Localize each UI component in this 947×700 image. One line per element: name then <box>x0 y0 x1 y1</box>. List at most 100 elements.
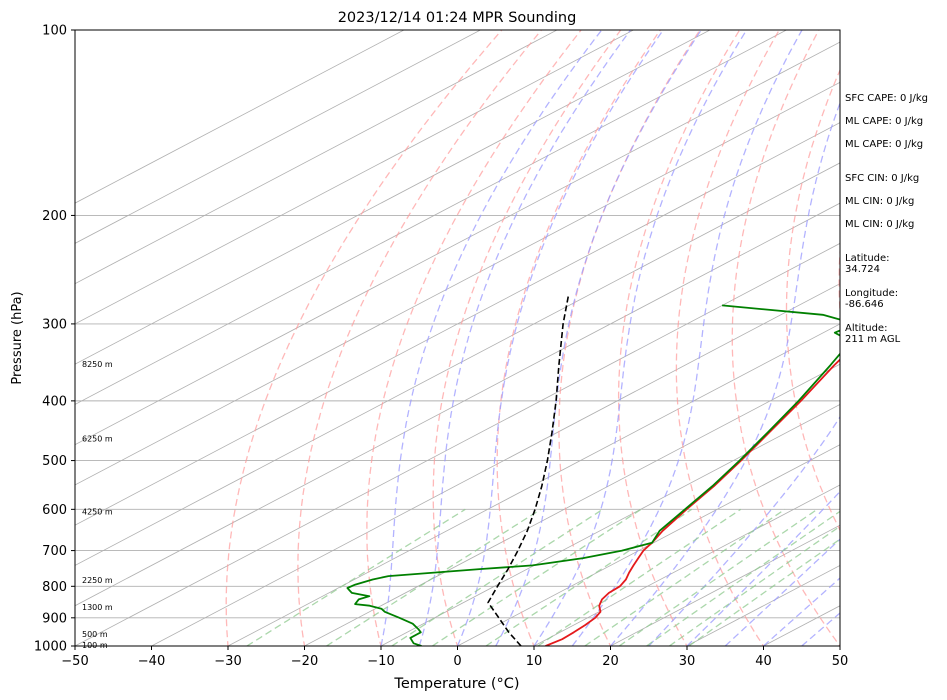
height-label: 8250 m <box>82 360 113 369</box>
x-axis-label: Temperature (°C) <box>393 676 519 692</box>
isotherm-line <box>75 30 635 325</box>
mixing-ratio-line <box>688 538 840 646</box>
x-tick-label: 30 <box>679 654 696 669</box>
y-axis-ticks: 100 200 300 400 500 600 700 800 900 1000 <box>34 24 75 655</box>
mixing-ratio-line <box>432 508 642 646</box>
mixing-ratio-line <box>326 508 542 646</box>
y-tick-label: 700 <box>42 544 67 559</box>
isotherm-line <box>75 41 840 446</box>
altitude-label: Altitude: <box>845 323 888 334</box>
ml-cin-text: ML CIN: 0 J/kg <box>845 196 915 207</box>
parcel-path-line <box>487 295 570 646</box>
dry-adiabat-line <box>940 16 947 659</box>
latitude-label: Latitude: <box>845 253 890 264</box>
isotherm-line <box>686 565 840 646</box>
isotherm-line <box>75 30 711 365</box>
y-tick-label: 600 <box>42 503 67 518</box>
height-label: 2250 m <box>82 576 113 585</box>
x-tick-label: 40 <box>755 654 772 669</box>
moist-adiabat-line <box>648 415 840 646</box>
isotherm-line <box>75 242 840 646</box>
isotherm-line <box>75 162 840 566</box>
x-tick-label: −50 <box>61 654 88 669</box>
isotherm-line <box>150 283 840 646</box>
x-axis-ticks: −50 −40 −30 −20 −10 0 10 20 30 40 50 <box>61 646 848 669</box>
longitude-value: -86.646 <box>845 299 884 310</box>
dry-adiabat-line <box>558 30 701 646</box>
x-tick-label: −30 <box>214 654 241 669</box>
moist-adiabat-line <box>380 30 603 646</box>
isotherm-line <box>75 202 840 607</box>
height-labels: 100 m 500 m 1300 m 2250 m 4250 m 6250 m 8250 m <box>82 360 113 650</box>
x-tick-label: 10 <box>526 654 543 669</box>
x-tick-label: −40 <box>138 654 165 669</box>
dry-adiabat-line <box>675 30 780 646</box>
y-tick-label: 900 <box>42 611 67 626</box>
y-tick-label: 200 <box>42 209 67 224</box>
mixing-ratio-line <box>584 508 786 646</box>
height-label: 6250 m <box>82 434 113 443</box>
moist-adiabat-line <box>533 30 748 646</box>
x-tick-label: 20 <box>602 654 619 669</box>
moist-adiabat-line <box>495 30 702 646</box>
ml-cape-text: ML CAPE: 0 J/kg <box>845 116 924 127</box>
isotherm-line <box>75 30 405 204</box>
isotherm-line <box>75 30 482 244</box>
isotherm-line <box>75 30 788 405</box>
y-tick-label: 1000 <box>34 640 67 655</box>
isotherm-line <box>303 363 840 646</box>
dry-adiabat-line <box>731 30 840 646</box>
x-tick-label: −10 <box>367 654 394 669</box>
y-tick-label: 100 <box>42 24 67 39</box>
y-tick-label: 500 <box>42 454 67 469</box>
height-label: 4250 m <box>82 507 113 516</box>
sfc-cape-text: SFC CAPE: 0 J/kg <box>845 93 928 104</box>
isotherm-line <box>609 524 840 646</box>
x-tick-label: −20 <box>291 654 318 669</box>
dry-adiabat-line <box>496 30 662 646</box>
moist-adiabat-line <box>456 30 664 646</box>
x-tick-label: 0 <box>453 654 461 669</box>
latitude-value: 34.724 <box>845 264 880 275</box>
mixing-ratio-line <box>646 510 840 646</box>
dry-adiabat-line <box>366 30 582 646</box>
mixing-ratio-line <box>669 525 840 646</box>
height-label: 1300 m <box>82 603 113 612</box>
isotherm-line <box>227 323 840 646</box>
y-tick-label: 800 <box>42 580 67 595</box>
mixing-ratio-line <box>485 508 693 646</box>
mixing-ratio-line <box>537 508 742 646</box>
isotherm-line <box>75 122 840 526</box>
mixing-ratio-line <box>391 508 604 646</box>
dry-adiabat-line <box>432 30 622 646</box>
sounding-traces <box>346 295 840 646</box>
isotherm-line <box>75 30 558 285</box>
dry-adiabat-line <box>785 68 840 532</box>
moist-adiabat-line <box>418 30 632 646</box>
background-lines <box>75 16 947 659</box>
isotherm-line <box>75 81 840 486</box>
moist-adiabat-line <box>571 30 803 646</box>
ml-cape-text-2: ML CAPE: 0 J/kg <box>845 139 924 150</box>
height-label: 500 m <box>82 630 108 639</box>
dry-adiabat-line <box>838 243 840 320</box>
mixing-ratio-line <box>246 508 466 646</box>
dewpoint-line <box>346 304 840 646</box>
temperature-line <box>545 358 840 646</box>
longitude-label: Longitude: <box>845 288 899 299</box>
mixing-ratio-line <box>618 508 818 646</box>
dry-adiabat-line <box>617 30 741 646</box>
y-tick-label: 300 <box>42 317 67 332</box>
ml-cin-text-2: ML CIN: 0 J/kg <box>845 219 915 230</box>
height-label: 100 m <box>82 641 108 650</box>
x-tick-label: 50 <box>832 654 849 669</box>
dry-adiabat-line <box>225 30 503 646</box>
sfc-cin-text: SFC CIN: 0 J/kg <box>845 173 920 184</box>
moist-adiabat-line <box>610 101 840 646</box>
isotherm-line <box>762 605 840 646</box>
y-axis-label: Pressure (hPa) <box>10 291 25 384</box>
altitude-value: 211 m AGL <box>845 334 901 345</box>
chart-title: 2023/12/14 01:24 MPR Sounding <box>338 10 577 26</box>
dry-adiabat-line <box>297 30 543 646</box>
